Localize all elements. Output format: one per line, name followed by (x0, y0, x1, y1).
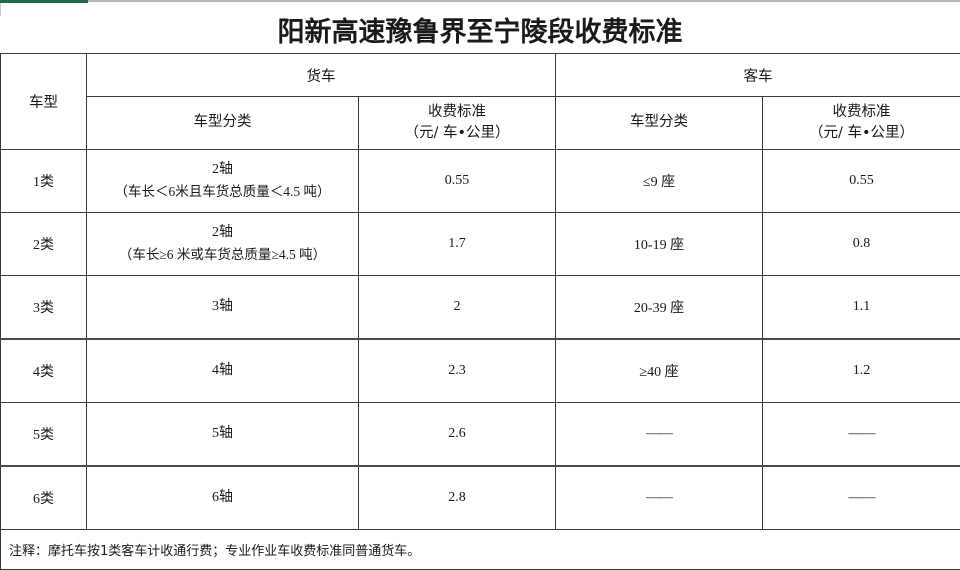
truck-axles: 2轴 (87, 158, 358, 182)
table-row: 5类 5轴 2.6 —— —— (1, 403, 960, 467)
table-row: 1类 2轴 （车长＜6米且车货总质量＜4.5 吨） 0.55 ≤9 座 0.55 (1, 150, 960, 213)
cell-truck-category: 3轴 (87, 276, 359, 340)
table-row: 4类 4轴 2.3 ≥40 座 1.2 (1, 339, 960, 403)
cell-bus-rate: —— (763, 466, 960, 530)
top-accent-bar (0, 0, 88, 3)
cell-truck-rate: 2 (359, 276, 556, 340)
column-header-vehicle-type: 车型 (1, 54, 87, 150)
column-header-truck-category: 车型分类 (87, 97, 359, 150)
cell-bus-rate: 0.8 (763, 213, 960, 276)
table-row: 2类 2轴 （车长≥6 米或车货总质量≥4.5 吨） 1.7 10-19 座 0… (1, 213, 960, 276)
cell-bus-rate: 1.1 (763, 276, 960, 340)
footnote-text: 注释：摩托车按1类客车计收通行费；专业作业车收费标准同普通货车。 (1, 540, 960, 559)
bus-rate-label-line2: （元/ 车•公里） (809, 125, 914, 141)
table-row: 3类 3轴 2 20-39 座 1.1 (1, 276, 960, 340)
page-title-container: 阳新高速豫鲁界至宁陵段收费标准 (0, 6, 960, 53)
truck-rate-label-line2: （元/ 车•公里） (404, 125, 509, 141)
cell-truck-category: 2轴 （车长＜6米且车货总质量＜4.5 吨） (87, 150, 359, 213)
cell-bus-seats: ≥40 座 (556, 339, 763, 403)
page-title: 阳新高速豫鲁界至宁陵段收费标准 (278, 10, 683, 49)
truck-axles: 3轴 (87, 295, 358, 319)
column-header-truck-rate: 收费标准 （元/ 车•公里） (359, 97, 556, 150)
column-group-truck: 货车 (87, 54, 556, 97)
column-header-bus-rate: 收费标准 （元/ 车•公里） (763, 97, 960, 150)
cell-truck-rate: 2.6 (359, 403, 556, 467)
column-group-bus: 客车 (556, 54, 960, 97)
truck-axles: 6轴 (87, 486, 358, 510)
truck-axles: 4轴 (87, 359, 358, 383)
truck-axles: 2轴 (87, 221, 358, 245)
cell-truck-category: 2轴 （车长≥6 米或车货总质量≥4.5 吨） (87, 213, 359, 276)
cell-truck-rate: 2.8 (359, 466, 556, 530)
cell-vehicle-class: 1类 (1, 150, 87, 213)
cell-bus-rate: 0.55 (763, 150, 960, 213)
cell-truck-category: 5轴 (87, 403, 359, 467)
top-rule (0, 0, 960, 2)
cell-bus-rate: —— (763, 403, 960, 467)
cell-vehicle-class: 6类 (1, 466, 87, 530)
cell-vehicle-class: 4类 (1, 339, 87, 403)
header-row-subheaders: 车型分类 收费标准 （元/ 车•公里） 车型分类 收费标准 （元/ 车•公里） (1, 97, 960, 150)
cell-bus-seats: —— (556, 403, 763, 467)
footnote-cell: 注释：摩托车按1类客车计收通行费；专业作业车收费标准同普通货车。 (1, 530, 960, 570)
cell-bus-rate: 1.2 (763, 339, 960, 403)
cell-bus-seats: —— (556, 466, 763, 530)
bus-rate-label-line1: 收费标准 (833, 104, 891, 120)
cell-bus-seats: 20-39 座 (556, 276, 763, 340)
column-header-bus-category: 车型分类 (556, 97, 763, 150)
truck-axles: 5轴 (87, 422, 358, 446)
table-body: 1类 2轴 （车长＜6米且车货总质量＜4.5 吨） 0.55 ≤9 座 0.55… (1, 150, 960, 570)
truck-condition: （车长≥6 米或车货总质量≥4.5 吨） (87, 244, 358, 267)
cell-vehicle-class: 2类 (1, 213, 87, 276)
toll-standards-table: 车型 货车 客车 车型分类 收费标准 （元/ 车•公里） 车型分类 收费标准 （… (0, 53, 960, 570)
cell-truck-rate: 1.7 (359, 213, 556, 276)
cell-truck-rate: 2.3 (359, 339, 556, 403)
cell-vehicle-class: 3类 (1, 276, 87, 340)
cell-bus-seats: ≤9 座 (556, 150, 763, 213)
cell-vehicle-class: 5类 (1, 403, 87, 467)
footnote-row: 注释：摩托车按1类客车计收通行费；专业作业车收费标准同普通货车。 (1, 530, 960, 570)
header-row-groups: 车型 货车 客车 (1, 54, 960, 97)
cell-truck-rate: 0.55 (359, 150, 556, 213)
table-row: 6类 6轴 2.8 —— —— (1, 466, 960, 530)
truck-condition: （车长＜6米且车货总质量＜4.5 吨） (87, 181, 358, 204)
cell-truck-category: 6轴 (87, 466, 359, 530)
table-head: 车型 货车 客车 车型分类 收费标准 （元/ 车•公里） 车型分类 收费标准 （… (1, 54, 960, 150)
toll-table-container: 车型 货车 客车 车型分类 收费标准 （元/ 车•公里） 车型分类 收费标准 （… (0, 53, 960, 554)
truck-rate-label-line1: 收费标准 (428, 104, 486, 120)
cell-bus-seats: 10-19 座 (556, 213, 763, 276)
cell-truck-category: 4轴 (87, 339, 359, 403)
